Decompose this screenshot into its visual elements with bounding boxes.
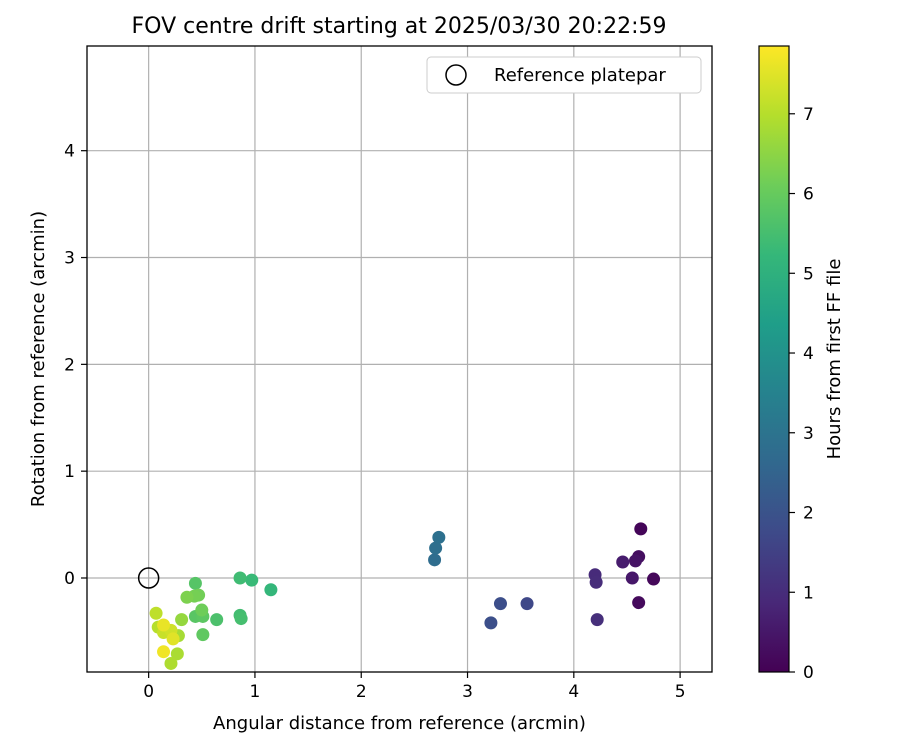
- data-point: [196, 628, 210, 642]
- data-point: [234, 612, 248, 626]
- legend: Reference platepar: [426, 56, 702, 94]
- colorbar-tick-label: 6: [803, 185, 814, 205]
- colorbar: 0 1 2 3 4 5 6 7 Hours from first FF file: [758, 45, 845, 683]
- data-point: [647, 572, 661, 586]
- colorbar-tick-label: 3: [803, 424, 814, 444]
- y-tick-label: 3: [64, 249, 75, 269]
- data-point: [157, 645, 171, 659]
- data-point: [170, 647, 184, 661]
- y-tick-label: 4: [64, 142, 75, 162]
- colorbar-tick-label: 0: [803, 663, 814, 683]
- y-axis-ticks: 0 1 2 3 4: [64, 142, 87, 589]
- data-point: [428, 553, 442, 567]
- y-tick-label: 0: [64, 569, 75, 589]
- data-point: [264, 583, 278, 597]
- x-tick-label: 0: [143, 682, 154, 702]
- data-point: [634, 522, 648, 536]
- x-tick-label: 1: [250, 682, 261, 702]
- data-point: [589, 575, 603, 589]
- colorbar-tick-label: 1: [803, 583, 814, 603]
- data-point: [590, 613, 604, 627]
- data-point: [429, 541, 443, 555]
- y-tick-label: 2: [64, 355, 75, 375]
- data-point: [180, 590, 194, 604]
- legend-marker-reference: [445, 64, 467, 86]
- grid-lines: [87, 46, 712, 672]
- colorbar-tick-label: 2: [803, 504, 814, 524]
- reference-layer: [137, 567, 160, 589]
- chart-title: FOV centre drift starting at 2025/03/30 …: [132, 14, 667, 39]
- data-point: [245, 573, 259, 587]
- plot-area: [86, 45, 713, 673]
- data-point: [164, 656, 178, 670]
- colorbar-ticks: 0 1 2 3 4 5 6 7: [789, 105, 814, 683]
- data-point: [233, 571, 247, 585]
- reference-platepar-marker: [137, 567, 160, 589]
- colorbar-gradient: [758, 45, 790, 673]
- data-point: [195, 603, 209, 617]
- data-point: [632, 596, 646, 610]
- data-points: [149, 522, 661, 670]
- data-point: [157, 618, 171, 632]
- y-axis-label: Rotation from reference (arcmin): [28, 211, 49, 507]
- data-point: [625, 571, 639, 585]
- x-axis-ticks: 0 1 2 3 4 5: [143, 672, 686, 702]
- data-point: [484, 616, 498, 630]
- x-tick-label: 5: [675, 682, 686, 702]
- data-point: [175, 613, 189, 627]
- legend-label-reference: Reference platepar: [494, 65, 666, 86]
- x-tick-label: 2: [356, 682, 367, 702]
- data-point: [616, 555, 630, 569]
- data-point: [628, 554, 642, 568]
- x-tick-label: 4: [568, 682, 579, 702]
- colorbar-tick-label: 5: [803, 264, 814, 284]
- data-point: [432, 530, 446, 544]
- data-point: [493, 597, 507, 611]
- legend-box: [426, 56, 702, 94]
- x-tick-label: 3: [462, 682, 473, 702]
- data-point: [149, 606, 163, 620]
- y-tick-label: 1: [64, 462, 75, 482]
- data-point: [210, 613, 224, 627]
- data-point: [520, 597, 534, 611]
- colorbar-tick-label: 4: [803, 344, 814, 364]
- colorbar-label: Hours from first FF file: [824, 259, 845, 460]
- data-point: [166, 632, 180, 646]
- data-point: [188, 576, 202, 590]
- x-axis-label: Angular distance from reference (arcmin): [213, 713, 586, 734]
- colorbar-tick-label: 7: [803, 105, 814, 125]
